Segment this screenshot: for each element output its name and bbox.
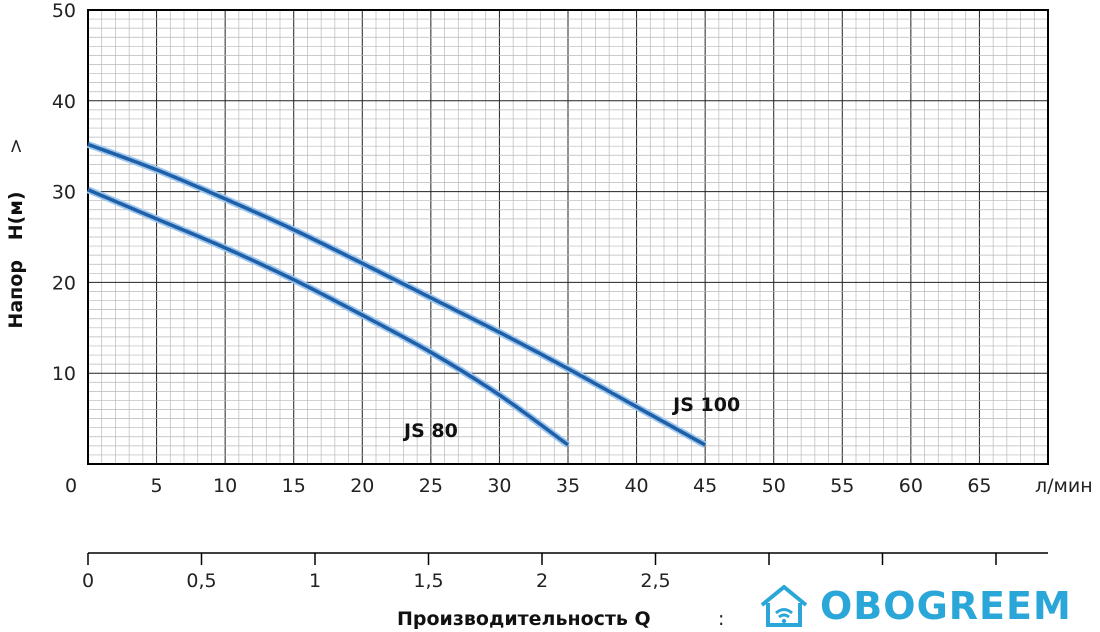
series-line-js-80: [87, 188, 570, 447]
series-label: JS 80: [402, 420, 458, 442]
x-tick-label: 55: [830, 475, 854, 497]
chart-grid: [87, 9, 1049, 465]
secondary-tick-label: 0: [82, 570, 94, 592]
x-tick-label: 40: [624, 475, 648, 497]
x-axis-arrow: :: [718, 608, 724, 630]
secondary-tick-label: 2: [536, 570, 548, 592]
x-tick-label: 35: [556, 475, 580, 497]
y-tick-label: 30: [52, 182, 76, 204]
x-tick-label: 10: [213, 475, 237, 497]
plot-frame: [87, 9, 1049, 465]
x-axis-unit: л/мин: [1035, 475, 1093, 497]
y-axis-arrow: >: [5, 138, 27, 154]
y-axis-label: Напор H(м): [5, 191, 27, 328]
secondary-tick-label: 1,5: [413, 570, 443, 592]
x-tick-label: 60: [899, 475, 923, 497]
brand-name: OBOGREEM: [820, 584, 1072, 628]
y-tick-label: 50: [52, 0, 76, 22]
series-label: JS 100: [671, 394, 740, 416]
series-line-js-100: [87, 142, 706, 447]
x-tick-label: 30: [487, 475, 511, 497]
x-tick-label: 20: [350, 475, 374, 497]
x-tick-label: 15: [282, 475, 306, 497]
x-tick-label: 45: [693, 475, 717, 497]
x-tick-label: 5: [151, 475, 163, 497]
y-tick-label: 10: [52, 363, 76, 385]
x-axis-label: Производительность Q: [397, 608, 651, 630]
axis-ticks: 0 5 10 15 20 25 30 35 40 45 50 55 60 65 50 40 30 20 10: [52, 0, 992, 497]
performance-curves: JS 100 JS 80: [86, 141, 740, 448]
secondary-tick-label: 1: [309, 570, 321, 592]
house-wifi-icon: [760, 585, 808, 627]
x-tick-label: 25: [419, 475, 443, 497]
secondary-tick-label: 2,5: [640, 570, 670, 592]
secondary-tick-label: 0,5: [186, 570, 216, 592]
x-tick-label: 0: [65, 475, 77, 497]
secondary-axis-ticks: 0 0,5 1 1,5 2 2,5: [82, 553, 997, 592]
series-line-glow: [86, 141, 707, 448]
x-tick-label: 50: [762, 475, 786, 497]
y-tick-label: 40: [52, 91, 76, 113]
brand-logo: OBOGREEM: [756, 580, 1096, 632]
x-tick-label: 65: [967, 475, 991, 497]
y-tick-label: 20: [52, 272, 76, 294]
